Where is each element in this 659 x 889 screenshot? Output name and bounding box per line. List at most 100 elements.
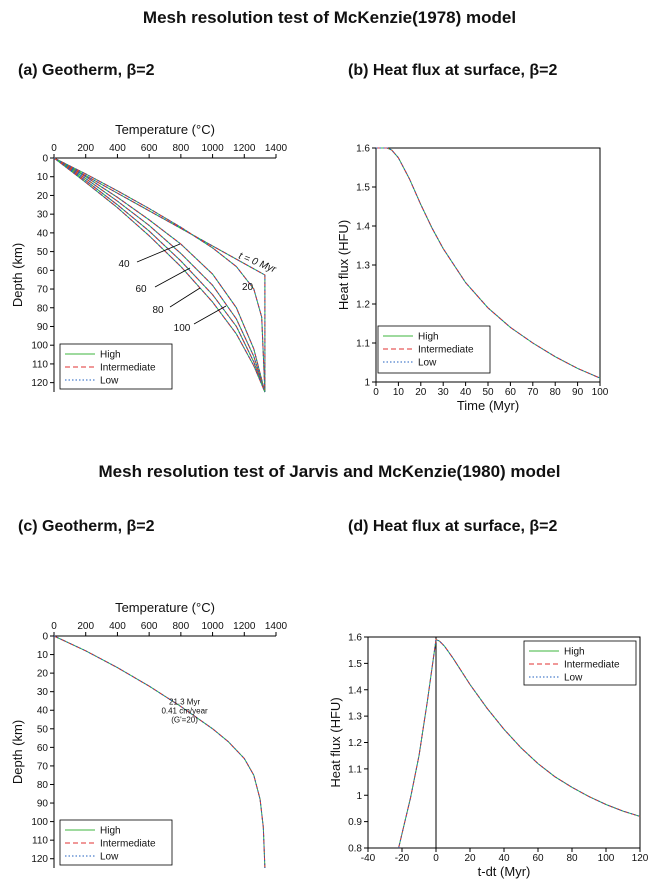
legend-label-low: Low [100,852,119,863]
panel-label-a: (a) Geotherm, β=2 [18,62,155,79]
legend-label-high: High [418,332,439,343]
x-tick-label: 0 [51,143,57,154]
y-tick-label: 1.6 [348,633,362,644]
x-tick-label: 10 [393,387,405,398]
chart-a: 0 200 400 600 800 1000 1200 1400 0 10 20 30 40 50 60 70… [10,122,288,393]
geotherm-20-low [53,157,266,393]
y-tick-label: 40 [37,228,49,239]
legend-label-high: High [564,647,585,658]
y-tick-label: 120 [31,378,48,389]
y-tick-label: 1 [356,791,362,802]
y-tick-label: 20 [37,669,49,680]
series-line-intermediate [53,635,266,869]
series-line-low [398,638,641,849]
y-tick-label: 1.2 [348,738,362,749]
y-tick-label: 30 [37,210,49,221]
x-tick-label: 0 [373,387,379,398]
x-tick-label: 1000 [201,621,224,632]
x-tick-label: 800 [173,143,190,154]
chart-d: -40 -20 0 20 40 60 80 100 120 0.8 0.9 1 1.1 1.2 1.3 1.4… [328,633,649,880]
y-tick-label: 1.1 [348,764,362,775]
y-tick-label: 100 [31,341,48,352]
legend-label-intermediate: Intermediate [564,660,620,671]
legend-box [523,640,637,686]
y-tick-label: 70 [37,761,49,772]
y-tick-label: 1.2 [356,300,370,311]
x-tick-label: 600 [141,143,158,154]
legend-label-high: High [100,826,121,837]
legend-label-low: Low [418,358,437,369]
x-tick-label: 800 [173,621,190,632]
y-tick-label: 1.3 [356,261,370,272]
x-tick-label: 1200 [233,143,256,154]
y-tick-label: 10 [37,172,49,183]
legend-label-intermediate: Intermediate [100,839,156,850]
geotherm-80-intermediate [53,157,266,393]
legend-label-low: Low [564,673,583,684]
y-tick-label: 20 [37,191,49,202]
y-tick-label: 80 [37,780,49,791]
panel-label-d: (d) Heat flux at surface, β=2 [348,518,558,535]
x-tick-label: 200 [77,621,94,632]
x-axis-label: Time (Myr) [457,398,519,413]
panel-label-c: (c) Geotherm, β=2 [18,518,155,535]
x-tick-label: 1000 [201,143,224,154]
x-tick-label: 100 [592,387,609,398]
curve-label: 80 [152,305,164,316]
y-tick-label: 1.6 [356,144,370,155]
geotherm-t-0-myr-low [53,157,266,392]
panel-label-b: (b) Heat flux at surface, β=2 [348,62,558,79]
figure-title-top: Mesh resolution test of McKenzie(1978) m… [142,8,517,27]
x-tick-label: 0 [51,621,57,632]
y-tick-label: 1.1 [356,339,370,350]
x-tick-label: -20 [395,853,410,864]
series-line-low [376,147,601,379]
x-tick-label: 1400 [265,621,288,632]
x-axis-label: Temperature (°C) [115,600,215,615]
y-tick-label: 10 [37,650,49,661]
legend-label-low: Low [100,376,119,387]
y-tick-label: 1.4 [348,685,362,696]
x-tick-label: 70 [527,387,539,398]
y-tick-label: 1.3 [348,712,362,723]
curve-label-leader [169,287,201,308]
x-tick-label: 400 [109,143,126,154]
y-tick-label: 1.5 [348,659,362,670]
y-axis-label: Depth (km) [10,243,25,307]
y-tick-label: 70 [37,285,49,296]
x-tick-label: 60 [532,853,544,864]
chart-c: 0 200 400 600 800 1000 1200 1400 0 10 20 30 40 50 60 70… [10,600,288,869]
x-tick-label: 100 [598,853,615,864]
legend-label-intermediate: Intermediate [100,363,156,374]
geotherm-t-0-myr-intermediate [53,157,266,392]
x-tick-label: 40 [460,387,472,398]
legend-box [377,325,491,374]
legend-label-high: High [100,350,121,361]
x-tick-label: 20 [415,387,427,398]
y-tick-label: 120 [31,854,48,865]
y-tick-label: 50 [37,724,49,735]
curve-label-leader [193,305,227,325]
y-tick-label: 0.9 [348,817,362,828]
x-tick-label: 50 [482,387,494,398]
geotherm-40-low [53,157,266,393]
curve-label: 40 [118,259,130,270]
y-tick-label: 110 [32,359,48,370]
y-tick-label: 60 [37,266,49,277]
x-tick-label: 90 [572,387,584,398]
x-tick-label: 60 [505,387,517,398]
y-tick-label: 30 [37,687,49,698]
figure-title-bottom: Mesh resolution test of Jarvis and McKen… [98,462,561,481]
curve-label-leader [136,243,181,263]
curve-label: t = 0 Myr [237,251,278,276]
x-tick-label: 0 [433,853,439,864]
legend-box [59,819,173,866]
annotation-text: (G'=20) [171,716,198,725]
geotherm-60-intermediate [53,157,266,393]
y-tick-label: 100 [31,817,48,828]
curve-label: 20 [242,282,254,293]
x-axis-label: Temperature (°C) [115,122,215,137]
curve-label-leader [154,267,191,288]
annotation-text: 21.3 Myr [169,698,200,707]
